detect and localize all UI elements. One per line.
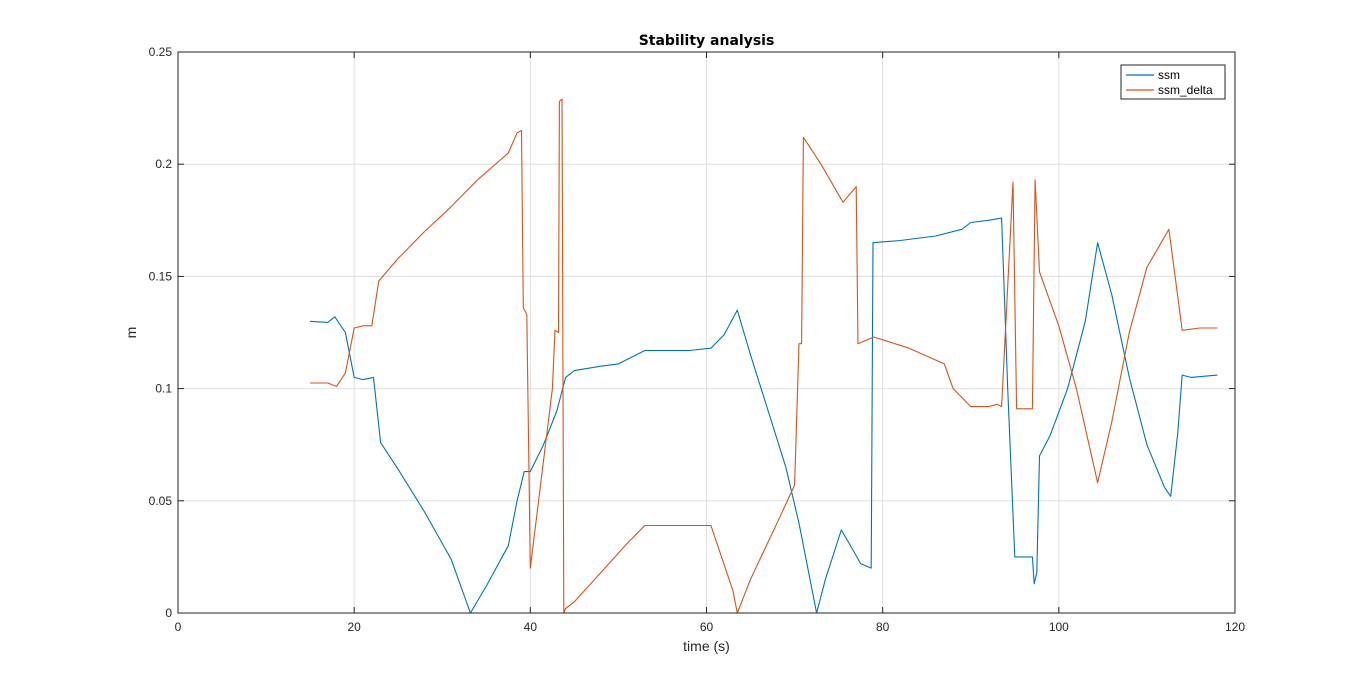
legend-entry-ssm: ssm <box>1158 68 1180 82</box>
y-axis-label: m <box>123 327 139 339</box>
x-tick-label: 0 <box>175 620 182 634</box>
x-tick-label: 60 <box>700 620 714 634</box>
x-axis-label: time (s) <box>683 638 730 654</box>
y-tick-label: 0.15 <box>149 269 173 283</box>
y-tick-label: 0.05 <box>149 494 173 508</box>
x-tick-label: 100 <box>1049 620 1069 634</box>
x-tick-label: 20 <box>347 620 361 634</box>
legend-entry-ssm-delta: ssm_delta <box>1158 83 1213 97</box>
chart-title: Stability analysis <box>639 33 775 49</box>
y-tick-label: 0.25 <box>149 45 173 59</box>
x-tick-label: 120 <box>1225 620 1245 634</box>
series-line-ssm-delta <box>310 98 1218 614</box>
x-tick-label: 40 <box>524 620 538 634</box>
y-tick-label: 0 <box>165 606 172 620</box>
y-tick-label: 0.1 <box>155 382 172 396</box>
x-tick-label: 80 <box>876 620 890 634</box>
y-tick-label: 0.2 <box>155 157 172 171</box>
legend-box <box>1120 64 1226 100</box>
grid <box>178 52 1235 613</box>
ticks: 0 20 40 60 80 100 120 0 0.05 0.1 0.15 0.2 0.25 <box>149 45 1246 634</box>
